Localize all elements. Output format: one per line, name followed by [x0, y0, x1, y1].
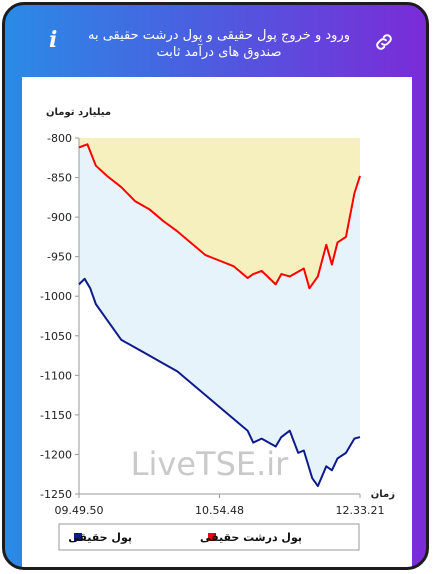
card-header: i ورود و خروج پول حقیقی و پول درشت حقیقی…	[5, 5, 426, 75]
chart-title: ورود و خروج پول حقیقی و پول درشت حقیقی ب…	[87, 28, 350, 60]
y-tick-label: -1000	[40, 290, 72, 303]
link-icon[interactable]	[373, 31, 395, 53]
y-tick-label: -1100	[40, 369, 72, 382]
y-axis-label: میلیارد تومان	[46, 107, 111, 118]
x-axis-label: زمان	[371, 489, 395, 500]
y-tick-label: -800	[47, 132, 72, 145]
series-line-0	[78, 143, 361, 290]
y-tick-label: -900	[47, 211, 72, 224]
area-big-retail	[79, 138, 360, 289]
legend-label-big-retail-money: پول درشت حقیقی	[200, 531, 302, 544]
chart-svg: میلیارد تومان -800 -850 -900 -950 -1000 -1050…	[40, 107, 395, 551]
y-tick-label: -1150	[40, 409, 72, 422]
legend: پول حقیقی پول درشت حقیقی	[58, 523, 360, 551]
chart-card: i ورود و خروج پول حقیقی و پول درشت حقیقی…	[2, 2, 429, 570]
legend-swatch-big-retail-money	[208, 533, 216, 541]
x-tick-label: 12.33.21	[336, 504, 385, 517]
legend-label-retail-money: پول حقیقی	[68, 531, 132, 544]
legend-swatch-retail-money	[74, 533, 82, 541]
watermark: LiveTSE.ir	[131, 445, 289, 483]
info-icon[interactable]: i	[49, 27, 58, 53]
y-tick-label: -850	[47, 172, 72, 185]
area-between-series	[79, 144, 360, 487]
y-tick-label: -950	[47, 251, 72, 264]
x-tick-label: 10.54.48	[195, 504, 244, 517]
x-tick-label: 09.49.50	[55, 504, 104, 517]
y-tick-label: -1200	[40, 448, 72, 461]
series-line-1	[78, 277, 361, 488]
y-tick-label: -1250	[40, 488, 72, 501]
y-tick-label: -1050	[40, 330, 72, 343]
chart-panel: میلیارد تومان -800 -850 -900 -950 -1000 -1050…	[22, 77, 412, 567]
